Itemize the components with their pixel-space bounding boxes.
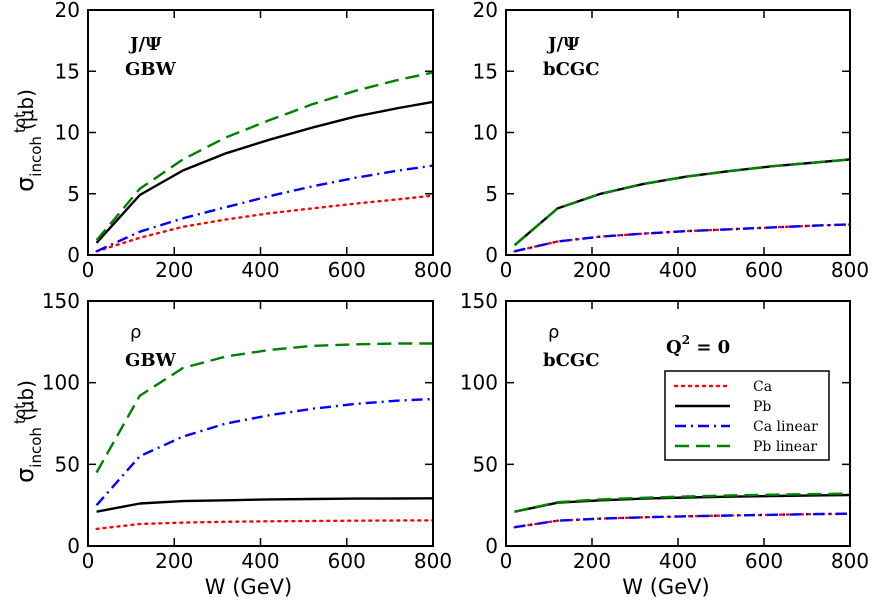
series-line-pb-linear [95, 71, 433, 242]
series-line-pb [95, 100, 433, 244]
x-tick-label: 200 [573, 258, 611, 282]
model-label: bCGC [543, 59, 600, 80]
model-label: GBW [125, 350, 177, 371]
x-tick-label: 400 [659, 549, 697, 573]
x-tick-label: 600 [328, 549, 366, 573]
model-label: bCGC [543, 350, 600, 371]
x-tick-label: 200 [155, 549, 193, 573]
panel-tr: 0 200 400 600 800 0 5 10 15 20 J/Ψ bCGC [473, 0, 870, 282]
y-axis-subscript: incoh [27, 427, 45, 468]
x-tick-label: 0 [500, 258, 513, 282]
x-tick-label: 400 [241, 258, 279, 282]
y-axis-symbol: σ [11, 177, 39, 192]
y-tick-label: 0 [485, 243, 498, 267]
y-tick-label: 5 [485, 182, 498, 206]
series-line-pb-linear [514, 492, 850, 513]
series-group [513, 158, 850, 253]
series-line-ca [513, 512, 850, 529]
y-tick-label: 50 [55, 452, 80, 476]
x-axis-title: W (GeV) [205, 575, 292, 599]
series-line-ca-linear [514, 223, 850, 253]
legend-label-ca: Ca [753, 379, 772, 395]
y-tick-label: 5 [67, 182, 80, 206]
y-tick-label: 50 [473, 452, 498, 476]
y-axis-symbol: σ [11, 468, 39, 483]
particle-label: ρ [130, 322, 141, 343]
y-tick-label: 10 [473, 121, 498, 145]
series-line-ca [513, 223, 850, 253]
series-line-ca-linear [96, 164, 433, 253]
legend-label-pb: Pb [753, 399, 771, 415]
x-tick-label: 200 [155, 258, 193, 282]
y-tick-label: 0 [67, 534, 80, 558]
legend-box [664, 370, 830, 461]
legend: Ca Pb Ca linear Pb linear [664, 370, 830, 461]
q2-annotation: Q2 = 0 [666, 333, 730, 358]
y-axis-title: σincoh (μb) [11, 380, 45, 483]
series-line-ca-linear [95, 397, 433, 506]
y-tick-label: 20 [55, 0, 80, 22]
particle-label: J/Ψ [546, 34, 580, 55]
x-tick-label: 800 [831, 549, 869, 573]
x-tick-label: 600 [745, 549, 783, 573]
y-axis-superscript: tot [11, 403, 29, 424]
y-axis-superscript: tot [11, 112, 29, 133]
x-tick-label: 800 [414, 258, 452, 282]
y-tick-label: 150 [460, 289, 498, 313]
series-group [95, 342, 433, 531]
x-tick-label: 600 [328, 258, 366, 282]
y-tick-label: 0 [485, 534, 498, 558]
x-tick-label: 800 [831, 258, 869, 282]
x-tick-label: 400 [659, 258, 697, 282]
series-line-ca [95, 194, 433, 253]
y-axis-title: σincoh (μb) [11, 89, 45, 192]
panel-tl: 0 200 400 600 800 0 5 10 15 20 J/Ψ GBW σincoh (μb)tot [11, 0, 452, 282]
legend-label-ca-linear: Ca linear [753, 419, 818, 435]
series-line-ca [95, 519, 433, 531]
y-tick-label: 150 [42, 289, 80, 313]
series-group [513, 492, 850, 529]
y-tick-label: 0 [67, 243, 80, 267]
particle-label: ρ [548, 322, 559, 343]
legend-label-pb-linear: Pb linear [753, 439, 817, 455]
y-tick-label: 10 [55, 121, 80, 145]
x-tick-label: 0 [82, 258, 95, 282]
y-tick-label: 20 [473, 0, 498, 22]
series-line-ca-linear [514, 512, 850, 529]
particle-label: J/Ψ [128, 34, 162, 55]
x-tick-label: 800 [414, 549, 452, 573]
series-group [95, 71, 433, 253]
x-tick-label: 0 [500, 549, 513, 573]
y-axis-subscript: incoh [27, 136, 45, 177]
series-line-pb [96, 497, 433, 513]
y-tick-label: 100 [460, 371, 498, 395]
panel-bl: 0 200 400 600 800 0 50 100 150 ρ GBW σincoh (μb)tot W… [11, 289, 452, 599]
y-axis-unit: (μb) [14, 89, 38, 130]
x-axis-title: W (GeV) [622, 575, 709, 599]
model-label: GBW [125, 59, 177, 80]
y-tick-label: 100 [42, 371, 80, 395]
y-tick-label: 15 [473, 59, 498, 83]
series-line-pb-linear [95, 342, 433, 474]
x-tick-label: 600 [745, 258, 783, 282]
y-tick-label: 15 [55, 59, 80, 83]
x-tick-label: 200 [573, 549, 611, 573]
series-line-pb-linear [513, 158, 850, 247]
x-tick-label: 0 [82, 549, 95, 573]
x-tick-label: 400 [241, 549, 279, 573]
y-axis-unit: (μb) [14, 380, 38, 421]
panel-br: 0 200 400 600 800 0 50 100 150 ρ bCGC W (GeV) Q2 = 0… [460, 289, 869, 599]
